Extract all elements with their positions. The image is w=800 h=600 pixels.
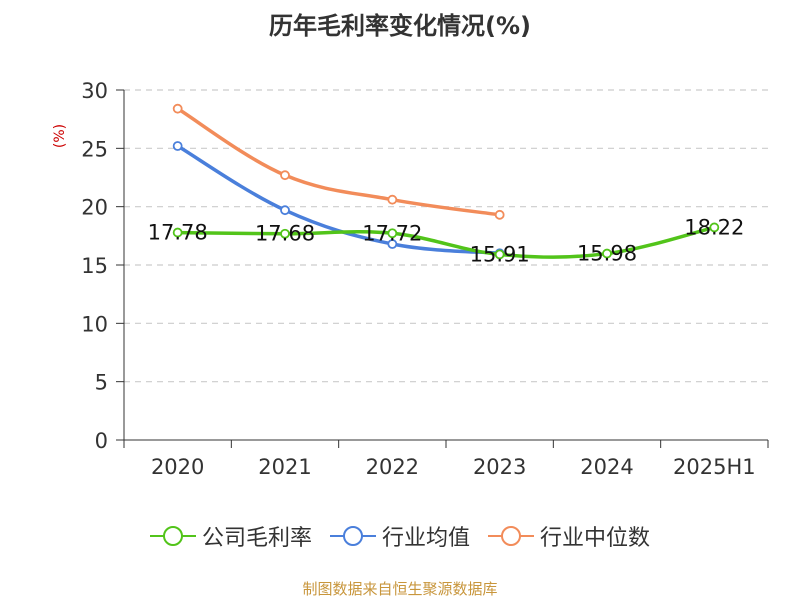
legend-swatch-icon	[488, 526, 534, 546]
x-tick-label: 2025H1	[673, 455, 756, 479]
x-tick-label: 2021	[258, 455, 311, 479]
legend-label: 公司毛利率	[201, 526, 312, 551]
chart-title: 历年毛利率变化情况(%)	[269, 12, 531, 40]
data-point	[172, 141, 183, 151]
y-tick-label: 10	[81, 312, 108, 336]
data-point	[280, 228, 290, 239]
legend-swatch-icon	[329, 526, 376, 546]
legend-item-company[interactable]: 公司毛利率	[149, 520, 312, 552]
series-line	[176, 144, 500, 256]
data-label: 15.98	[577, 242, 637, 266]
legend-label: 行业中位数	[540, 526, 651, 551]
x-tick-label: 2023	[473, 455, 526, 479]
data-point	[494, 249, 505, 260]
y-tick-label: 0	[95, 429, 108, 453]
data-point	[387, 194, 398, 205]
x-tick-label: 2022	[366, 455, 419, 479]
data-point	[387, 239, 398, 249]
y-tick-label: 5	[95, 371, 108, 395]
y-tick-label: 25	[81, 137, 108, 161]
y-tick-label: 15	[81, 254, 108, 278]
source-note: 制图数据来自恒生聚源数据库	[302, 580, 498, 598]
data-point	[280, 170, 290, 181]
legend-swatch-icon	[149, 526, 196, 546]
data-point	[387, 228, 398, 239]
data-point	[172, 227, 183, 238]
data-point	[172, 103, 183, 114]
data-label: 17.72	[362, 221, 422, 245]
series-line	[176, 107, 500, 217]
data-point	[494, 209, 505, 220]
y-tick-label: 30	[81, 79, 108, 103]
data-label: 17.68	[255, 222, 315, 246]
legend-label: 行业均值	[381, 526, 470, 551]
legend-item-industry-median[interactable]: 行业中位数	[488, 520, 650, 552]
series-line	[177, 225, 715, 259]
y-tick-label: 20	[81, 196, 108, 220]
data-point	[602, 248, 612, 259]
legend: 公司毛利率 行业均值 行业中位数	[0, 520, 800, 552]
x-tick-label: 2020	[151, 455, 204, 479]
data-label: 18.22	[684, 215, 744, 239]
data-label: 15.91	[470, 242, 530, 266]
data-point	[709, 222, 720, 233]
data-point	[280, 205, 290, 216]
legend-item-industry-mean[interactable]: 行业均值	[329, 520, 470, 552]
data-label: 17.78	[148, 221, 208, 245]
x-tick-label: 2024	[580, 455, 633, 479]
